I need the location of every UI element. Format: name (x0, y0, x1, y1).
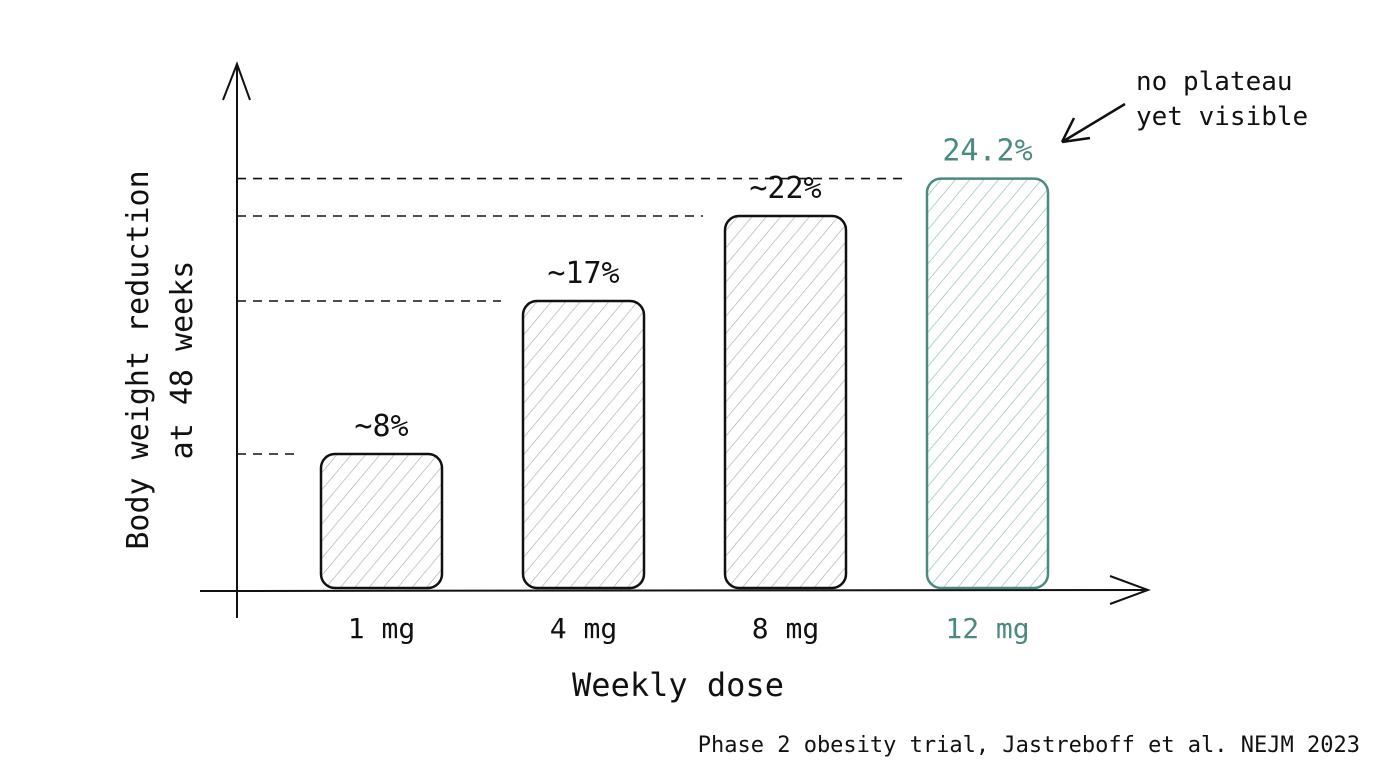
bar-4mg (521, 299, 646, 590)
y-axis-label-line1: Body weight reduction (121, 170, 156, 549)
data-label: ~17% (547, 256, 619, 291)
data-label: 24.2% (942, 134, 1032, 169)
data-label: ~8% (354, 409, 408, 444)
y-axis-arrow (222, 61, 251, 101)
x-axis-arrow (1109, 575, 1151, 605)
annotation-line1: no plateau (1136, 67, 1293, 97)
data-label: ~22% (749, 171, 821, 206)
x-tick-label: 1 mg (348, 612, 415, 645)
x-tick-label: 8 mg (752, 612, 819, 645)
x-tick-label: 12 mg (945, 612, 1029, 645)
annotation-arrow (1060, 102, 1126, 144)
bar-1mg (319, 452, 444, 590)
x-axis-label: Weekly dose (572, 666, 784, 704)
x-tick-label: 4 mg (550, 612, 617, 645)
source-note: Phase 2 obesity trial, Jastreboff et al.… (698, 733, 1360, 758)
bar-8mg (723, 214, 848, 590)
x-axis (199, 589, 1149, 592)
bar-12mg (925, 177, 1050, 590)
annotation-line2: yet visible (1136, 102, 1308, 132)
y-axis-label-line2: at 48 weeks (165, 261, 200, 460)
